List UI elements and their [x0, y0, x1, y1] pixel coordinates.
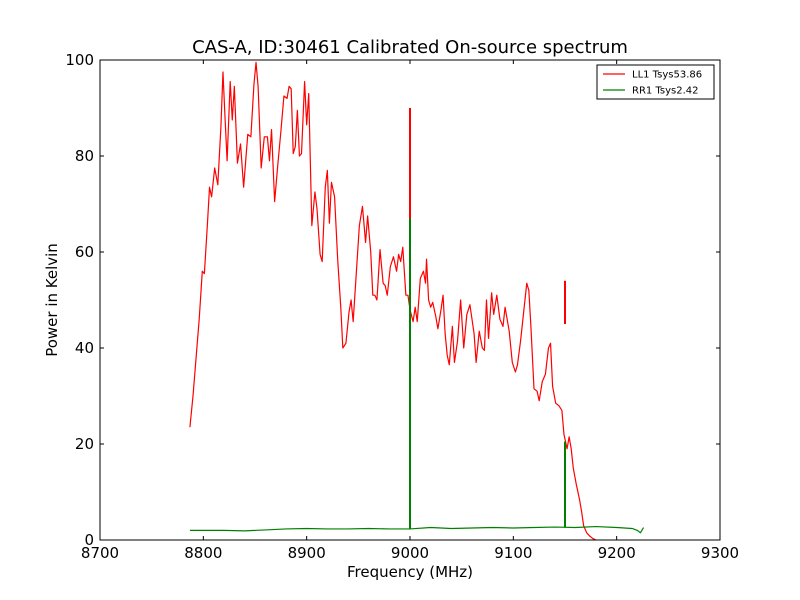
y-axis-label: Power in Kelvin — [43, 243, 61, 357]
x-tick-label: 9100 — [494, 544, 532, 562]
y-tick-label: 20 — [75, 435, 94, 453]
series-line-1 — [189, 61, 597, 540]
x-tick-label: 8900 — [288, 544, 326, 562]
legend-box — [596, 64, 715, 100]
plot-area — [189, 61, 645, 540]
x-axis-label: Frequency (MHz) — [347, 563, 473, 581]
x-tick-label: 9300 — [701, 544, 739, 562]
legend: LL1 Tsys53.86 RR1 Tsys2.42 — [596, 64, 715, 100]
x-tick-label: 8700 — [81, 544, 119, 562]
series-line-2 — [189, 525, 645, 534]
x-tick-label: 9200 — [598, 544, 636, 562]
y-tick-label: 40 — [75, 339, 94, 357]
y-tick-label: 0 — [84, 531, 94, 549]
y-tick-label: 100 — [65, 51, 94, 69]
legend-label-1: LL1 Tsys53.86 — [632, 70, 702, 81]
axis-ticks: 8700 8800 8900 9000 9100 9200 9300 0 20 40 60 80 100 — [65, 51, 739, 562]
legend-label-2: RR1 Tsys2.42 — [632, 86, 699, 97]
y-tick-label: 60 — [75, 243, 94, 261]
chart-title: CAS-A, ID:30461 Calibrated On-source spe… — [192, 37, 628, 58]
x-tick-label: 8800 — [184, 544, 222, 562]
x-tick-label: 9000 — [391, 544, 429, 562]
y-tick-label: 80 — [75, 147, 94, 165]
